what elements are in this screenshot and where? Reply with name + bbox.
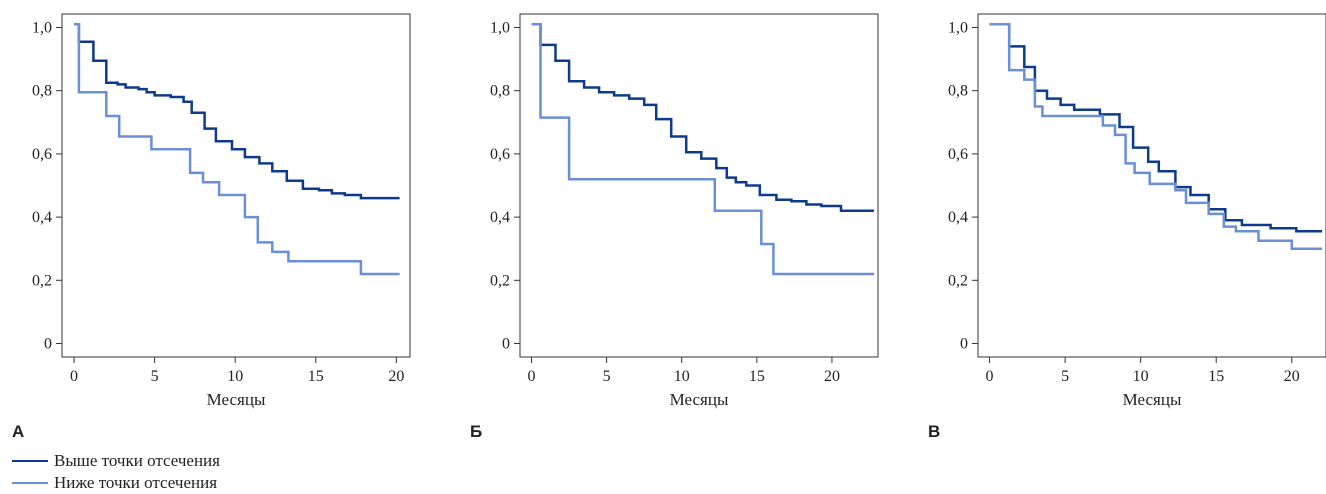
y-tick-label: 0,6 xyxy=(32,146,52,163)
y-tick-label: 0,2 xyxy=(948,272,968,289)
y-tick-label: 1,0 xyxy=(490,19,510,36)
x-tick-label: 5 xyxy=(151,368,159,385)
series-line-above xyxy=(74,23,400,200)
x-tick-label: 20 xyxy=(1284,368,1300,385)
legend: Выше точки отсечения Ниже точки отсечени… xyxy=(12,450,220,494)
x-tick-label: 10 xyxy=(674,368,690,385)
plot-frame xyxy=(977,13,1326,358)
x-tick-label: 0 xyxy=(70,368,78,385)
y-tick-label: 0,8 xyxy=(948,83,968,100)
series-line-above xyxy=(531,23,874,213)
legend-label-below: Ниже точки отсечения xyxy=(54,473,218,492)
x-tick-label: 5 xyxy=(603,368,611,385)
legend-swatch-below xyxy=(12,482,48,484)
x-tick-label: 10 xyxy=(1133,368,1149,385)
legend-item-below: Ниже точки отсечения xyxy=(12,472,220,494)
series-line-above xyxy=(989,23,1322,233)
y-tick-label: 0 xyxy=(44,336,52,353)
x-tick-label: 15 xyxy=(308,368,324,385)
panel-label: Б xyxy=(470,422,482,441)
x-axis-label: Месяцы xyxy=(1123,390,1182,409)
y-tick-label: 1,0 xyxy=(948,19,968,36)
panel-label: А xyxy=(12,422,24,441)
x-axis-label: Месяцы xyxy=(207,390,266,409)
x-tick-label: 5 xyxy=(1061,368,1069,385)
x-tick-label: 20 xyxy=(388,368,404,385)
y-tick-label: 0 xyxy=(502,336,510,353)
x-axis-label: Месяцы xyxy=(670,390,729,409)
y-tick-label: 0 xyxy=(960,336,968,353)
y-tick-label: 0,4 xyxy=(948,209,968,226)
x-tick-label: 15 xyxy=(1208,368,1224,385)
plot-frame xyxy=(519,13,879,358)
series-line-below xyxy=(989,23,1322,250)
y-tick-label: 0,6 xyxy=(490,146,510,163)
y-tick-label: 1,0 xyxy=(32,19,52,36)
legend-label-above: Выше точки отсечения xyxy=(54,451,220,470)
legend-item-above: Выше точки отсечения xyxy=(12,450,220,472)
x-tick-label: 0 xyxy=(528,368,536,385)
x-tick-label: 0 xyxy=(986,368,994,385)
y-tick-label: 0,8 xyxy=(490,83,510,100)
y-tick-label: 0,2 xyxy=(490,272,510,289)
panel-label: В xyxy=(928,422,940,441)
series-line-below xyxy=(74,23,400,276)
x-tick-label: 10 xyxy=(227,368,243,385)
x-tick-label: 20 xyxy=(824,368,840,385)
y-tick-label: 0,6 xyxy=(948,146,968,163)
series-line-below xyxy=(531,23,874,276)
legend-swatch-above xyxy=(12,460,48,462)
y-tick-label: 0,8 xyxy=(32,83,52,100)
plot-frame xyxy=(61,13,411,358)
y-tick-label: 0,4 xyxy=(32,209,52,226)
x-tick-label: 15 xyxy=(749,368,765,385)
y-tick-label: 0,4 xyxy=(490,209,510,226)
y-tick-label: 0,2 xyxy=(32,272,52,289)
